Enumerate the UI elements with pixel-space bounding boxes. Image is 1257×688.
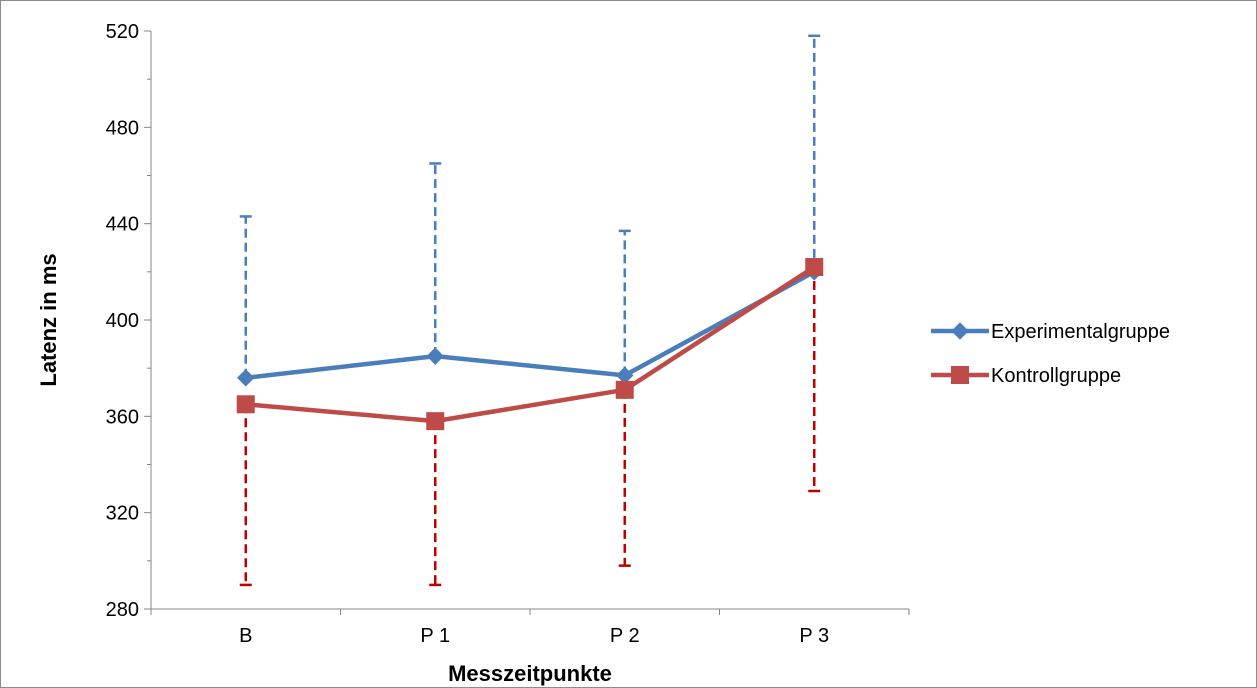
data-point <box>426 347 444 365</box>
legend-marker <box>951 322 969 340</box>
x-tick-label: P 3 <box>799 625 829 647</box>
legend-marker <box>951 366 969 384</box>
legend: Experimentalgruppe Kontrollgruppe <box>931 321 1170 387</box>
data-point <box>237 369 255 387</box>
data-point <box>615 380 634 399</box>
x-axis-title: Messzeitpunkte <box>448 661 612 686</box>
data-point <box>426 412 445 431</box>
data-point <box>236 395 255 414</box>
x-tick-label: P 2 <box>610 625 640 647</box>
y-tick-label: 440 <box>106 214 139 236</box>
y-tick-label: 320 <box>106 503 139 525</box>
legend-label: Kontrollgruppe <box>991 365 1121 387</box>
x-tick-label: P 1 <box>420 625 450 647</box>
y-tick-label: 520 <box>106 21 139 43</box>
y-tick-label: 480 <box>106 117 139 139</box>
x-tick-label: B <box>239 625 252 647</box>
series-line <box>245 269 816 381</box>
y-tick-label: 360 <box>106 406 139 428</box>
series-line <box>245 265 816 424</box>
series-lines <box>245 265 816 424</box>
axes: 280 320 360 400 440 480 520 B P 1 P 2 P 3 <box>106 21 910 647</box>
series-markers <box>236 258 824 431</box>
y-axis-title: Latenz in ms <box>36 253 61 386</box>
legend-label: Experimentalgruppe <box>991 321 1170 343</box>
y-tick-label: 280 <box>106 599 139 621</box>
data-point <box>805 258 824 277</box>
error-bars <box>239 34 821 587</box>
y-tick-label: 400 <box>106 310 139 332</box>
